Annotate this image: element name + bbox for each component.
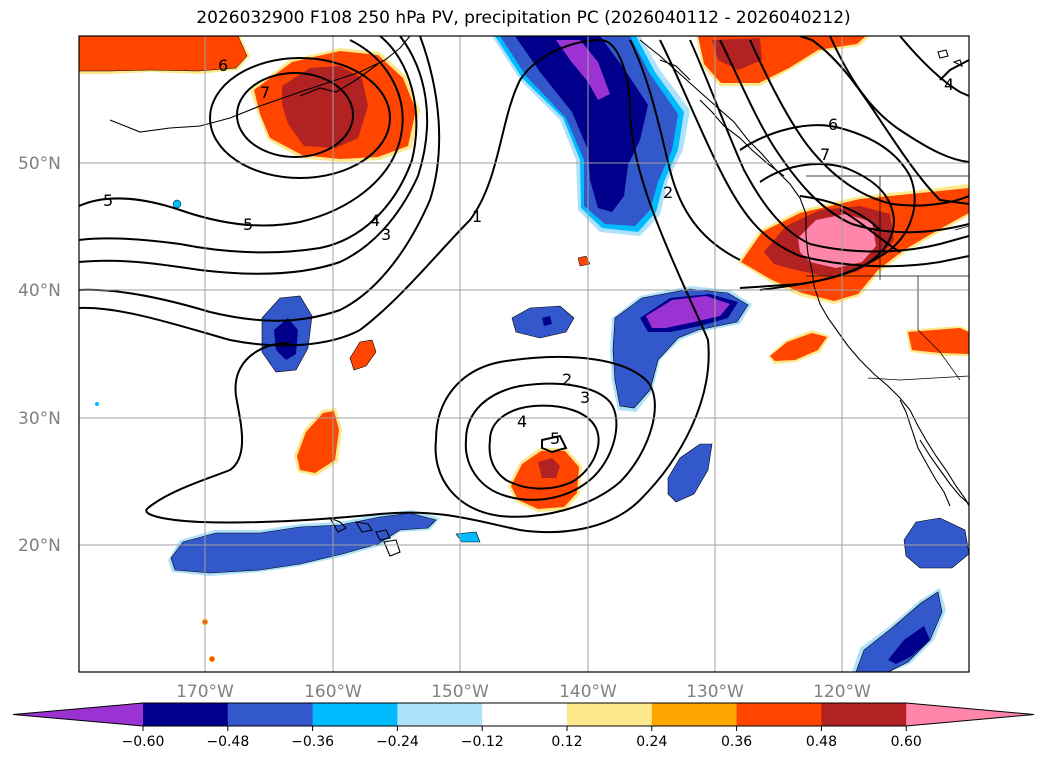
contour-label: 3 bbox=[381, 225, 391, 244]
colorbar-segment bbox=[482, 703, 568, 726]
colorbar-segment bbox=[312, 703, 398, 726]
contour-label: 4 bbox=[370, 211, 380, 230]
map-frame bbox=[78, 35, 970, 673]
colorbar-segment bbox=[143, 703, 229, 726]
contour-label: 7 bbox=[260, 83, 270, 102]
contour-label: 4 bbox=[944, 75, 954, 94]
graticule bbox=[79, 36, 969, 672]
contour-label: 2 bbox=[562, 370, 572, 389]
colorbar-segment bbox=[227, 703, 314, 726]
lon-label: 120°W bbox=[813, 682, 871, 702]
colorbar-segment bbox=[397, 703, 483, 726]
colorbar-tick-label: 0.60 bbox=[891, 734, 922, 750]
colorbar-extend-high bbox=[906, 703, 1034, 726]
colorbar-tick-label: 0.24 bbox=[636, 734, 667, 750]
lon-label: 160°W bbox=[304, 682, 362, 702]
contour-label: 4 bbox=[517, 412, 527, 431]
figure-title: 2026032900 F108 250 hPa PV, precipitatio… bbox=[196, 8, 851, 28]
contour-label: 1 bbox=[472, 207, 482, 226]
contour-labels: 6 7 5 5 4 3 1 2 6 7 2 3 4 5 4 bbox=[103, 56, 954, 448]
colorbar-tick-label: −0.24 bbox=[376, 734, 419, 750]
lon-label: 170°W bbox=[176, 682, 234, 702]
colorbar-segment bbox=[821, 703, 907, 726]
colorbar-tick-label: 0.12 bbox=[551, 734, 582, 750]
contour-label: 3 bbox=[580, 388, 590, 407]
contour-label: 7 bbox=[820, 145, 830, 164]
colorbar: −0.60 −0.48 −0.36 −0.24 −0.12 0.12 0.24 0.36 0.4… bbox=[12, 702, 1035, 750]
map-plot-area: 6 7 5 5 4 3 1 2 6 7 2 3 4 5 4 bbox=[79, 36, 969, 672]
contour-label: 5 bbox=[243, 215, 253, 234]
negative-precip-shading bbox=[95, 36, 969, 672]
contour-label: 5 bbox=[550, 429, 560, 448]
latitude-labels: 50°N 40°N 30°N 20°N bbox=[18, 154, 61, 556]
coastlines bbox=[109, 36, 969, 557]
lat-label: 20°N bbox=[18, 536, 61, 556]
colorbar-tick-label: 0.36 bbox=[721, 734, 752, 750]
colorbar-segment bbox=[567, 703, 653, 726]
colorbar-tick-label: 0.48 bbox=[806, 734, 837, 750]
contour-label: 6 bbox=[828, 115, 838, 134]
colorbar-tick-label: −0.48 bbox=[206, 734, 249, 750]
lat-label: 50°N bbox=[18, 154, 61, 174]
contour-label: 5 bbox=[103, 191, 113, 210]
lon-label: 130°W bbox=[686, 682, 744, 702]
longitude-labels: 170°W 160°W 150°W 140°W 130°W 120°W bbox=[176, 682, 871, 702]
lat-label: 30°N bbox=[18, 409, 61, 429]
contour-label: 2 bbox=[663, 183, 673, 202]
colorbar-tick-label: −0.60 bbox=[122, 734, 165, 750]
lat-label: 40°N bbox=[18, 281, 61, 301]
colorbar-extend-low bbox=[13, 703, 143, 726]
lon-label: 150°W bbox=[431, 682, 489, 702]
colorbar-segment bbox=[651, 703, 738, 726]
lon-label: 140°W bbox=[559, 682, 617, 702]
colorbar-segment bbox=[736, 703, 822, 726]
colorbar-tick-label: −0.36 bbox=[291, 734, 334, 750]
pv-contours bbox=[79, 36, 969, 534]
colorbar-tick-label: −0.12 bbox=[461, 734, 504, 750]
contour-label: 6 bbox=[218, 56, 228, 75]
